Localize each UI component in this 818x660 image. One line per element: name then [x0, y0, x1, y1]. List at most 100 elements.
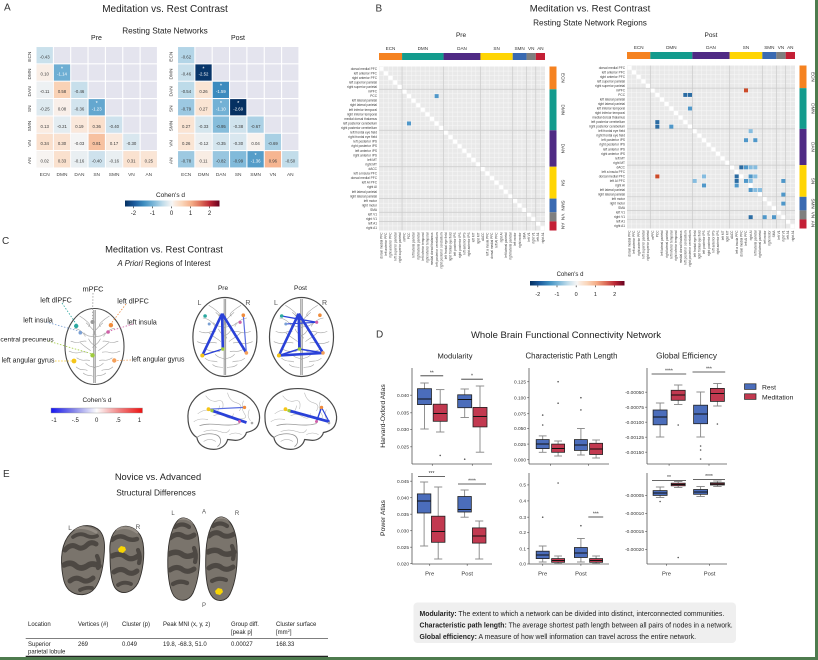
svg-text:0.02: 0.02 — [41, 159, 50, 164]
svg-text:-0.46: -0.46 — [75, 89, 85, 94]
svg-text:****: **** — [705, 474, 713, 480]
svg-text:left MT: left MT — [472, 232, 476, 242]
svg-text:left A1: left A1 — [616, 220, 625, 224]
svg-text:0.035: 0.035 — [397, 411, 409, 417]
svg-text:left posterior cerebellum: left posterior cerebellum — [684, 230, 688, 264]
svg-text:ECN: ECN — [560, 73, 565, 83]
svg-text:right posterior IPS: right posterior IPS — [351, 144, 377, 148]
svg-text:left anterior PFC: left anterior PFC — [632, 230, 636, 254]
svg-text:AN: AN — [145, 172, 152, 178]
svg-text:Meditation: Meditation — [762, 395, 794, 402]
svg-text:1: 1 — [138, 418, 142, 424]
svg-text:0.025: 0.025 — [397, 545, 409, 551]
svg-text:left anterior PFC: left anterior PFC — [602, 70, 626, 74]
svg-text:0.1: 0.1 — [519, 546, 526, 552]
svg-text:left V1: left V1 — [616, 211, 625, 215]
svg-text:right motor: right motor — [610, 202, 626, 206]
svg-text:right inferior temporal: right inferior temporal — [426, 232, 430, 262]
svg-text:0.34: 0.34 — [41, 141, 50, 146]
svg-text:-0.38: -0.38 — [233, 124, 243, 129]
svg-text:-0.30: -0.30 — [127, 141, 137, 146]
svg-text:left lateral parietal: left lateral parietal — [352, 190, 377, 194]
svg-text:-0.16: -0.16 — [109, 159, 119, 164]
svg-text:-0.11: -0.11 — [40, 89, 50, 94]
svg-text:Location: Location — [28, 622, 51, 628]
svg-text:ECN: ECN — [169, 51, 175, 62]
svg-text:left motor: left motor — [763, 230, 767, 244]
svg-text:-0.00075: -0.00075 — [625, 405, 644, 411]
svg-text:VN: VN — [778, 45, 784, 50]
svg-text:left dlPFC: left dlPFC — [40, 296, 72, 305]
svg-text:ECN: ECN — [634, 45, 644, 50]
svg-text:0.035: 0.035 — [397, 512, 409, 518]
svg-text:Pre: Pre — [456, 32, 467, 39]
svg-text:right anterior IPS: right anterior IPS — [467, 233, 471, 257]
svg-text:Pre: Pre — [662, 572, 671, 578]
svg-text:PCC: PCC — [370, 94, 377, 98]
svg-text:left inferior temporal: left inferior temporal — [597, 107, 625, 111]
svg-text:right frontal eye field: right frontal eye field — [348, 135, 377, 139]
svg-text:Post: Post — [231, 35, 245, 42]
svg-text:ECN: ECN — [27, 51, 33, 62]
svg-text:right anterior PFC: right anterior PFC — [600, 75, 626, 79]
svg-text:0.31: 0.31 — [127, 159, 136, 164]
svg-text:left V1: left V1 — [368, 213, 377, 217]
svg-text:left posterior cerebellum: left posterior cerebellum — [435, 232, 439, 266]
svg-text:SMA: SMA — [618, 206, 626, 210]
svg-text:left posterior cerebellum: left posterior cerebellum — [343, 121, 377, 125]
svg-text:left V1: left V1 — [527, 232, 531, 241]
svg-text:SMN: SMN — [514, 46, 524, 51]
svg-text:Meditation vs. Rest Contrast: Meditation vs. Rest Contrast — [530, 4, 651, 15]
svg-text:right posterior cerebellum: right posterior cerebellum — [439, 232, 443, 268]
svg-text:****: **** — [468, 479, 476, 485]
svg-text:dorsal medial PFC: dorsal medial PFC — [740, 230, 744, 257]
svg-text:-0.62: -0.62 — [181, 54, 191, 59]
svg-text:left inferior temporal: left inferior temporal — [421, 232, 425, 260]
svg-text:left frontal eye field: left frontal eye field — [693, 230, 697, 257]
svg-text:*: * — [220, 101, 223, 107]
svg-text:right anterior PFC: right anterior PFC — [637, 230, 641, 256]
svg-text:A Priori Regions of Interest: A Priori Regions of Interest — [117, 259, 212, 268]
svg-text:Novice vs. Advanced: Novice vs. Advanced — [115, 472, 201, 482]
svg-text:right anterior IPS: right anterior IPS — [716, 231, 720, 255]
svg-text:right anterior PFC: right anterior PFC — [352, 76, 378, 80]
svg-text:*: * — [96, 101, 99, 107]
svg-text:-0.12: -0.12 — [199, 141, 209, 146]
svg-text:SN: SN — [168, 105, 174, 112]
svg-text:0.100: 0.100 — [514, 395, 526, 401]
svg-text:right A1: right A1 — [366, 226, 377, 230]
svg-text:PCC: PCC — [656, 230, 660, 237]
svg-text:Cohen's d: Cohen's d — [82, 397, 111, 404]
svg-text:dACC: dACC — [616, 165, 625, 169]
svg-text:right AI: right AI — [499, 232, 503, 242]
svg-text:-0.30: -0.30 — [233, 141, 243, 146]
svg-text:-1: -1 — [51, 418, 57, 424]
svg-text:-0.46: -0.46 — [181, 72, 191, 77]
svg-text:2: 2 — [613, 292, 616, 298]
svg-text:left posterior IPS: left posterior IPS — [601, 138, 625, 142]
svg-text:right A1: right A1 — [791, 230, 795, 241]
svg-text:right lateral parietal: right lateral parietal — [598, 193, 625, 197]
svg-text:Post: Post — [704, 32, 717, 39]
svg-text:dACC: dACC — [730, 230, 734, 239]
svg-text:Cohen's d: Cohen's d — [557, 272, 584, 278]
svg-text:168.33: 168.33 — [276, 642, 295, 648]
svg-text:AN: AN — [561, 223, 566, 229]
svg-text:right lateral parietal: right lateral parietal — [350, 194, 377, 198]
svg-text:left lateral parietal: left lateral parietal — [754, 230, 758, 255]
svg-text:SMA: SMA — [772, 230, 776, 238]
svg-text:left AI PFC: left AI PFC — [610, 179, 626, 183]
svg-text:0.25: 0.25 — [145, 159, 154, 164]
svg-text:SMA: SMA — [522, 232, 526, 240]
svg-text:right frontal eye field: right frontal eye field — [698, 230, 702, 259]
svg-text:0.10: 0.10 — [41, 72, 50, 77]
svg-text:.5: .5 — [116, 418, 122, 424]
svg-text:AN: AN — [287, 172, 294, 178]
svg-text:left posterior IPS: left posterior IPS — [453, 233, 457, 257]
svg-text:R: R — [245, 300, 250, 307]
svg-text:dACC: dACC — [368, 167, 377, 171]
svg-text:right superior parietal: right superior parietal — [398, 232, 402, 262]
svg-text:right posterior IPS: right posterior IPS — [458, 233, 462, 259]
svg-text:AN: AN — [27, 157, 33, 164]
svg-text:right posterior cerebellum: right posterior cerebellum — [688, 230, 692, 266]
